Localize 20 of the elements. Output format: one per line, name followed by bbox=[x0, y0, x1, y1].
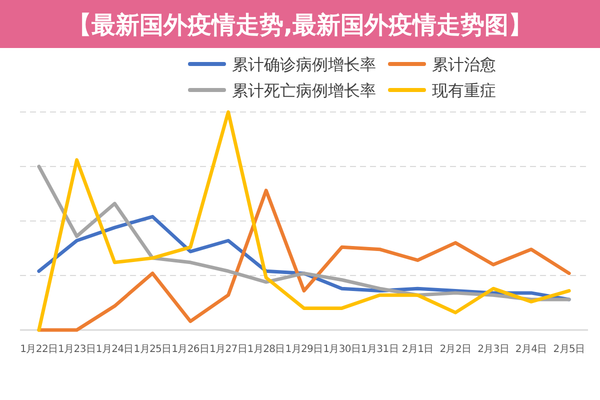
x-tick-label: 1月22日 bbox=[20, 344, 58, 355]
legend-label: 累计治愈 bbox=[432, 55, 496, 74]
x-tick-label: 2月4日 bbox=[515, 344, 547, 355]
legend-label: 累计确诊病例增长率 bbox=[232, 55, 376, 74]
x-tick-label: 1月27日 bbox=[209, 344, 248, 355]
x-tick-label: 2月5日 bbox=[553, 344, 585, 355]
x-tick-label: 1月28日 bbox=[247, 344, 285, 355]
x-tick-label: 1月24日 bbox=[96, 344, 134, 355]
x-tick-label: 2月3日 bbox=[478, 344, 510, 355]
x-tick-label: 1月31日 bbox=[360, 344, 399, 355]
legend-label: 现有重症 bbox=[432, 81, 496, 100]
chart-title: 【最新国外疫情走势,最新国外疫情走势图】 bbox=[67, 11, 533, 39]
x-tick-label: 1月29日 bbox=[285, 344, 323, 355]
x-tick-label: 1月25日 bbox=[134, 344, 172, 355]
x-tick-label: 1月30日 bbox=[323, 344, 361, 355]
x-tick-label: 1月23日 bbox=[58, 344, 96, 355]
x-tick-label: 2月1日 bbox=[402, 344, 434, 355]
legend-label: 累计死亡病例增长率 bbox=[232, 81, 376, 100]
x-tick-label: 2月2日 bbox=[440, 344, 472, 355]
x-tick-label: 1月26日 bbox=[172, 344, 210, 355]
